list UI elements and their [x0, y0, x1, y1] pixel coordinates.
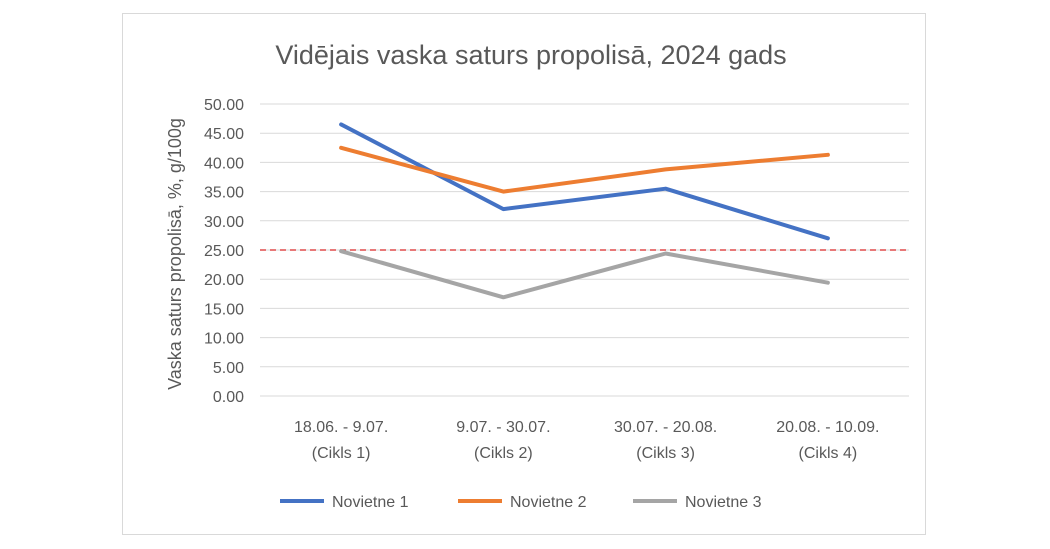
- x-tick-label: 30.07. - 20.08.: [614, 419, 717, 436]
- x-tick-label: 9.07. - 30.07.: [456, 419, 550, 436]
- series-line: [339, 249, 830, 300]
- x-tick-label: (Cikls 4): [799, 445, 858, 462]
- y-tick-label: 20.00: [204, 272, 244, 289]
- y-tick-label: 25.00: [204, 243, 244, 260]
- y-tick-label: 10.00: [204, 331, 244, 348]
- x-axis-ticks: 18.06. - 9.07. (Cikls 1) 9.07. - 30.07. (Ci…: [294, 419, 879, 462]
- chart-title: Vidējais vaska saturs propolisā, 2024 ga…: [275, 40, 786, 70]
- series-line: [339, 145, 830, 194]
- line-chart: Vidējais vaska saturs propolisā, 2024 ga…: [165, 40, 909, 511]
- y-tick-label: 45.00: [204, 126, 244, 143]
- x-tick-label: (Cikls 2): [474, 445, 533, 462]
- y-tick-label: 15.00: [204, 301, 244, 318]
- legend-label: Novietne 2: [510, 494, 587, 511]
- y-tick-label: 35.00: [204, 185, 244, 202]
- y-tick-label: 0.00: [213, 389, 244, 406]
- y-tick-label: 40.00: [204, 155, 244, 172]
- x-tick-label: 20.08. - 10.09.: [776, 419, 879, 436]
- x-tick-label: (Cikls 1): [312, 445, 371, 462]
- x-tick-label: (Cikls 3): [636, 445, 695, 462]
- chart-frame: Vidējais vaska saturs propolisā, 2024 ga…: [122, 13, 926, 535]
- y-tick-label: 50.00: [204, 97, 244, 114]
- legend-label: Novietne 3: [685, 494, 762, 511]
- x-tick-label: 18.06. - 9.07.: [294, 419, 388, 436]
- legend-label: Novietne 1: [332, 494, 409, 511]
- y-axis-ticks: 0.00 5.00 10.00 15.00 20.00 25.00 30.00 35.00 40…: [204, 97, 244, 406]
- y-tick-label: 5.00: [213, 360, 244, 377]
- y-axis-label: Vaska saturs propolisā, %, g/100g: [165, 118, 185, 390]
- series-layer: [339, 122, 830, 300]
- series-line: [339, 122, 830, 241]
- legend: Novietne 1 Novietne 2 Novietne 3: [280, 494, 762, 511]
- y-tick-label: 30.00: [204, 214, 244, 231]
